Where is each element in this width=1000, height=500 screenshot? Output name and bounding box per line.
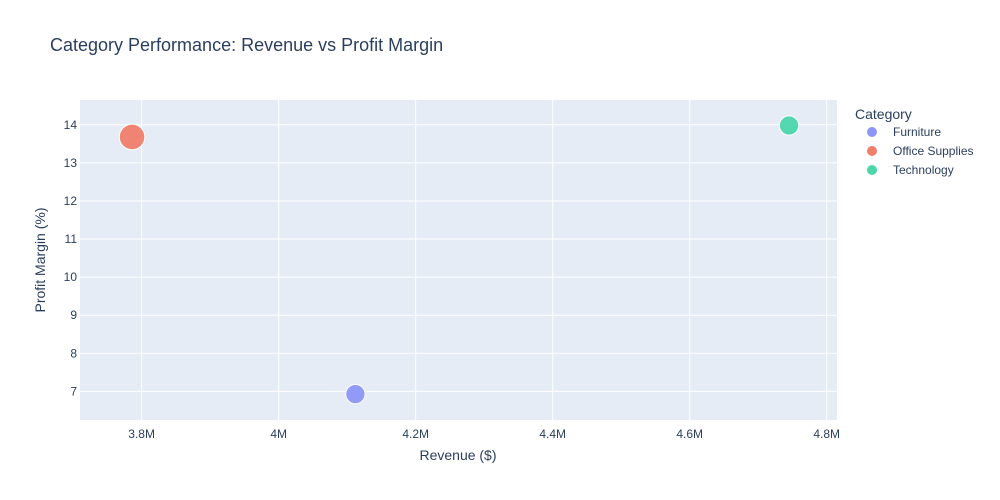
chart-title: Category Performance: Revenue vs Profit … bbox=[50, 35, 443, 55]
x-tick-label: 4.4M bbox=[539, 427, 566, 441]
x-axis-title: Revenue ($) bbox=[419, 447, 496, 463]
y-tick-label: 13 bbox=[64, 156, 78, 170]
legend-item-label: Technology bbox=[893, 163, 954, 177]
point-technology bbox=[778, 115, 800, 136]
axis-ticks: 3.8M 4M 4.2M 4.4M 4.6M 4.8M 7 8 9 10 11 12 13 14 bbox=[64, 118, 840, 441]
y-tick-label: 14 bbox=[64, 118, 78, 132]
legend: Category Furniture Office Supplies Technol… bbox=[855, 106, 974, 177]
plot-area bbox=[80, 100, 837, 420]
point-office-supplies bbox=[118, 123, 146, 151]
x-tick-label: 4.6M bbox=[676, 427, 703, 441]
x-tick-label: 4.2M bbox=[402, 427, 429, 441]
legend-item-label: Office Supplies bbox=[893, 144, 974, 158]
legend-title: Category bbox=[855, 106, 912, 122]
y-tick-label: 8 bbox=[70, 346, 77, 360]
x-tick-label: 4.8M bbox=[813, 427, 840, 441]
y-tick-label: 7 bbox=[70, 384, 77, 398]
y-axis-title: Profit Margin (%) bbox=[32, 207, 48, 312]
x-tick-label: 4M bbox=[270, 427, 287, 441]
x-tick-label: 3.8M bbox=[128, 427, 155, 441]
y-tick-label: 12 bbox=[64, 194, 78, 208]
grid-lines bbox=[80, 100, 837, 420]
y-tick-label: 11 bbox=[65, 232, 78, 246]
legend-marker bbox=[867, 127, 877, 137]
y-tick-label: 10 bbox=[64, 270, 78, 284]
data-points bbox=[118, 115, 800, 405]
legend-marker bbox=[867, 146, 877, 156]
legend-item-label: Furniture bbox=[893, 125, 941, 139]
legend-marker bbox=[867, 165, 877, 175]
y-tick-label: 9 bbox=[70, 308, 77, 322]
point-furniture bbox=[345, 383, 366, 405]
